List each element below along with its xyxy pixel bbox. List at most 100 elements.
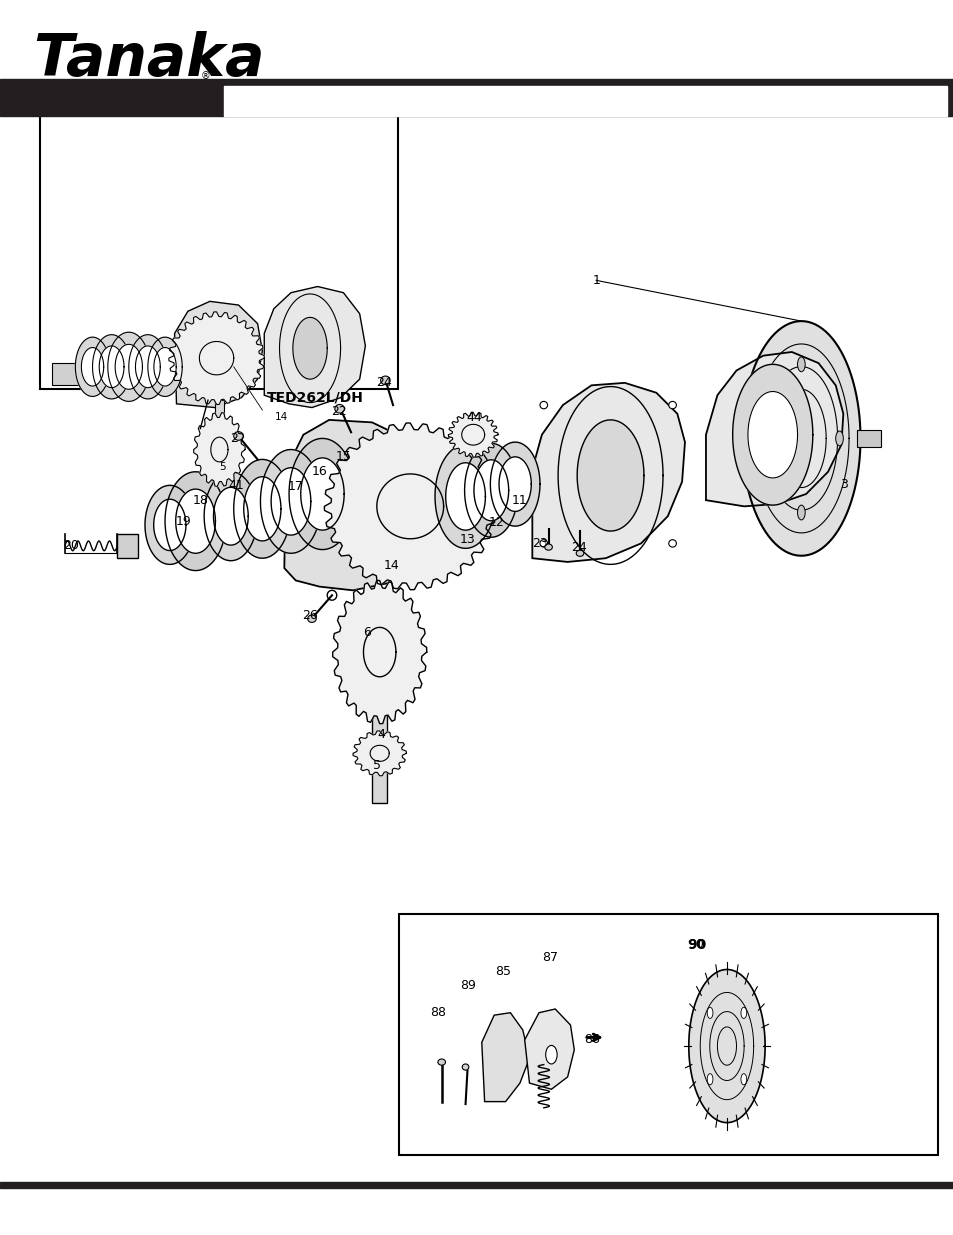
Text: 6: 6	[363, 626, 371, 638]
Polygon shape	[464, 443, 517, 537]
Text: 41: 41	[229, 479, 244, 492]
Text: 15: 15	[335, 451, 351, 463]
Polygon shape	[213, 488, 248, 545]
Polygon shape	[448, 412, 497, 457]
Polygon shape	[92, 335, 131, 399]
Text: 19: 19	[175, 515, 191, 527]
Polygon shape	[153, 347, 176, 387]
Ellipse shape	[539, 540, 547, 547]
Text: 89: 89	[460, 979, 476, 992]
Ellipse shape	[835, 431, 842, 446]
Text: 14: 14	[383, 559, 398, 572]
Ellipse shape	[307, 615, 316, 622]
Polygon shape	[244, 477, 281, 541]
Polygon shape	[741, 321, 860, 556]
Text: TED262L/DH: TED262L/DH	[266, 390, 363, 404]
Polygon shape	[108, 332, 150, 401]
Polygon shape	[204, 472, 257, 561]
Polygon shape	[324, 424, 496, 590]
Bar	[214, 400, 224, 450]
Polygon shape	[175, 489, 215, 553]
Ellipse shape	[380, 375, 390, 385]
Ellipse shape	[437, 1058, 445, 1065]
Text: 14: 14	[274, 412, 288, 422]
Ellipse shape	[327, 590, 336, 600]
Text: Tanaka: Tanaka	[33, 31, 265, 88]
Text: 44: 44	[466, 411, 481, 424]
Ellipse shape	[335, 405, 344, 414]
Text: 1: 1	[592, 274, 599, 287]
Ellipse shape	[706, 1073, 712, 1084]
Polygon shape	[353, 731, 406, 776]
Ellipse shape	[706, 1008, 712, 1019]
Text: 90: 90	[686, 937, 705, 952]
Bar	[40, 111, 397, 389]
Text: 90: 90	[688, 939, 703, 951]
Text: 2: 2	[230, 432, 237, 445]
Polygon shape	[445, 463, 485, 530]
Polygon shape	[289, 438, 355, 550]
Text: 3: 3	[840, 478, 847, 490]
Text: 17: 17	[288, 480, 303, 493]
Bar	[0, 1182, 953, 1188]
Ellipse shape	[797, 357, 804, 372]
Bar	[398, 914, 937, 1155]
Text: 16: 16	[312, 466, 327, 478]
Polygon shape	[264, 287, 365, 408]
Polygon shape	[577, 420, 643, 531]
Text: 22: 22	[331, 405, 346, 417]
Polygon shape	[300, 458, 344, 530]
Ellipse shape	[668, 540, 676, 547]
Text: 24: 24	[375, 377, 391, 389]
Polygon shape	[474, 459, 508, 521]
Bar	[372, 655, 387, 803]
Polygon shape	[524, 1009, 574, 1089]
Ellipse shape	[740, 1073, 746, 1084]
Polygon shape	[498, 457, 531, 511]
Polygon shape	[293, 317, 327, 379]
Polygon shape	[165, 472, 226, 571]
Text: 88: 88	[430, 1007, 445, 1019]
Ellipse shape	[740, 1008, 746, 1019]
Bar	[0, 79, 953, 116]
Text: 12: 12	[488, 516, 503, 529]
Polygon shape	[271, 468, 311, 535]
Polygon shape	[705, 352, 842, 506]
Polygon shape	[81, 347, 104, 387]
Polygon shape	[333, 580, 426, 724]
Ellipse shape	[545, 1045, 557, 1063]
Polygon shape	[260, 450, 321, 553]
Text: 87: 87	[542, 951, 558, 963]
Text: 24: 24	[571, 541, 586, 553]
Polygon shape	[747, 391, 797, 478]
Text: 23: 23	[532, 537, 547, 550]
Ellipse shape	[233, 431, 243, 440]
Polygon shape	[169, 312, 264, 405]
Text: 4: 4	[377, 729, 385, 741]
Ellipse shape	[539, 401, 547, 409]
Text: 85: 85	[495, 966, 510, 978]
Polygon shape	[153, 499, 186, 551]
Polygon shape	[129, 335, 167, 399]
Polygon shape	[99, 346, 124, 388]
Text: 18: 18	[193, 494, 208, 506]
Bar	[52, 363, 81, 385]
Polygon shape	[233, 459, 291, 558]
Polygon shape	[174, 301, 262, 408]
Polygon shape	[284, 420, 438, 590]
Text: 26: 26	[302, 609, 317, 621]
Text: 86: 86	[584, 1034, 599, 1046]
Ellipse shape	[668, 401, 676, 409]
Polygon shape	[75, 337, 110, 396]
Text: 5: 5	[373, 760, 380, 772]
Polygon shape	[115, 345, 142, 389]
Text: 11: 11	[512, 494, 527, 506]
Polygon shape	[481, 1013, 529, 1102]
Polygon shape	[688, 969, 764, 1123]
Text: 20: 20	[64, 540, 79, 552]
Ellipse shape	[797, 505, 804, 520]
Ellipse shape	[544, 543, 552, 550]
Polygon shape	[490, 442, 539, 526]
Text: ®: ®	[200, 72, 210, 82]
Polygon shape	[148, 337, 182, 396]
